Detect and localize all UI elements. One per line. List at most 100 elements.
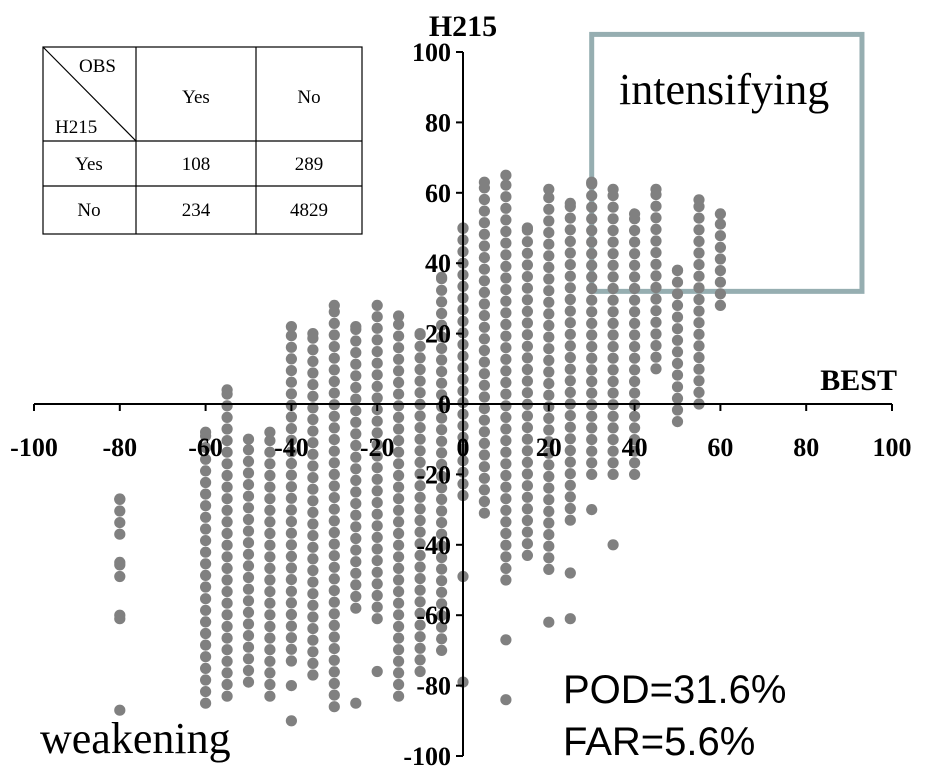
- data-point: [371, 311, 383, 323]
- data-point: [114, 570, 126, 583]
- data-point: [114, 505, 126, 517]
- data-point: [693, 282, 705, 294]
- intensifying-label: intensifying: [619, 65, 829, 114]
- data-point: [629, 468, 641, 480]
- data-point: [693, 317, 705, 329]
- data-point: [221, 678, 233, 691]
- data-point: [242, 618, 255, 630]
- data-point: [543, 192, 555, 204]
- data-point: [200, 627, 212, 640]
- data-point: [478, 414, 490, 426]
- data-point: [671, 381, 684, 393]
- data-point: [714, 253, 727, 265]
- data-point: [414, 526, 426, 538]
- data-point: [393, 481, 405, 493]
- data-point: [500, 318, 512, 330]
- data-point: [586, 434, 598, 446]
- data-point: [671, 323, 684, 335]
- data-point: [328, 434, 340, 446]
- data-point: [436, 505, 448, 517]
- data-point: [629, 352, 641, 364]
- contingency-table: OBS H215 Yes No Yes 108 289 No 234 4829: [42, 46, 363, 235]
- data-point: [414, 375, 426, 387]
- data-point: [328, 538, 340, 550]
- data-point: [564, 456, 576, 468]
- data-point: [307, 460, 319, 472]
- data-point: [500, 179, 512, 191]
- data-point: [586, 410, 598, 422]
- data-point: [521, 236, 534, 248]
- data-point: [414, 468, 426, 480]
- data-point: [521, 329, 534, 341]
- table-cell: 234: [182, 200, 211, 221]
- data-point: [200, 476, 212, 489]
- data-point: [436, 389, 448, 401]
- data-point: [521, 294, 534, 306]
- data-point: [714, 218, 727, 230]
- data-point: [414, 573, 426, 585]
- data-point: [264, 446, 276, 458]
- data-point: [221, 423, 233, 435]
- data-point: [285, 492, 297, 504]
- data-point: [350, 358, 362, 370]
- data-point: [328, 596, 340, 608]
- data-point: [436, 470, 448, 482]
- data-point: [264, 597, 276, 609]
- data-point: [500, 202, 512, 214]
- data-point: [242, 455, 255, 467]
- data-point: [478, 426, 490, 438]
- data-point: [393, 655, 405, 667]
- data-point: [221, 539, 233, 551]
- data-point: [393, 446, 405, 458]
- data-point: [693, 328, 705, 340]
- data-point: [264, 620, 276, 633]
- data-point: [350, 451, 362, 463]
- data-point: [564, 305, 576, 317]
- data-point: [521, 445, 534, 457]
- data-point: [114, 704, 126, 716]
- data-point: [564, 479, 576, 491]
- data-point: [543, 540, 555, 552]
- data-point: [500, 295, 512, 307]
- data-point: [393, 388, 405, 400]
- data-point: [478, 461, 490, 473]
- data-point: [543, 494, 555, 506]
- data-point: [521, 375, 534, 387]
- data-point: [671, 264, 684, 276]
- data-point: [693, 363, 705, 375]
- data-point: [500, 481, 512, 493]
- data-point: [371, 665, 383, 678]
- data-point: [221, 384, 233, 396]
- data-point: [285, 411, 297, 423]
- data-point: [285, 365, 297, 377]
- data-point: [328, 654, 340, 666]
- data-point: [393, 376, 405, 389]
- data-point: [478, 176, 490, 188]
- data-point: [543, 529, 555, 541]
- data-point: [414, 503, 426, 515]
- data-point: [500, 458, 512, 470]
- data-point: [328, 387, 340, 399]
- data-point: [414, 665, 426, 678]
- data-point: [414, 642, 426, 654]
- data-point: [285, 597, 297, 609]
- data-point: [607, 457, 619, 469]
- data-point: [328, 468, 340, 480]
- data-point: [564, 613, 576, 625]
- data-point: [242, 467, 255, 479]
- data-point: [543, 203, 555, 215]
- data-point: [371, 613, 383, 625]
- data-point: [478, 310, 490, 322]
- data-point: [564, 514, 576, 526]
- data-point: [521, 410, 534, 422]
- data-point: [371, 497, 383, 509]
- data-point: [693, 386, 705, 398]
- data-point: [543, 354, 555, 366]
- data-point: [521, 352, 534, 364]
- data-point: [564, 235, 576, 247]
- data-point: [328, 503, 340, 515]
- data-point: [200, 593, 212, 605]
- data-point: [328, 445, 340, 457]
- x-axis-title: BEST: [820, 364, 897, 397]
